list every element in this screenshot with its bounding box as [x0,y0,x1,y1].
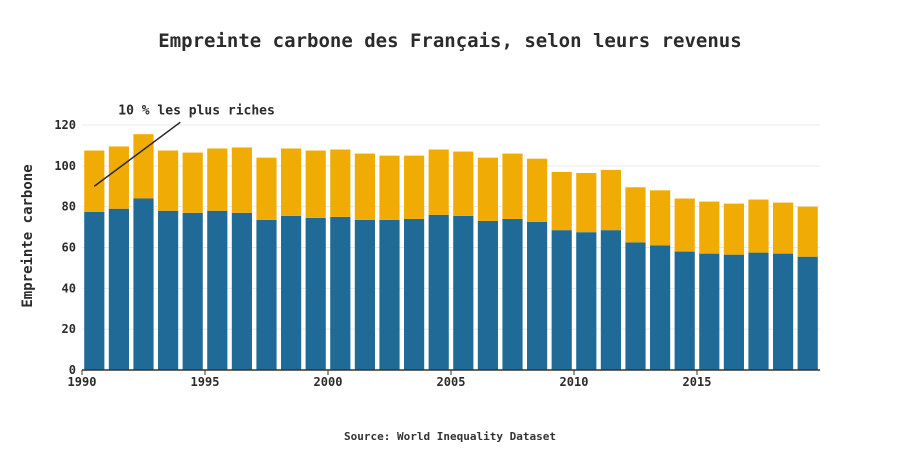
bar-bottom-90 [281,215,302,370]
bar-bottom-90 [354,219,375,370]
bar-bottom-90 [797,256,818,370]
bar-bottom-90 [699,253,720,370]
bar-top-10 [502,153,523,219]
chart-title: Empreinte carbone des Français, selon le… [158,30,742,52]
bar-bottom-90 [305,217,326,370]
bar-top-10 [773,202,794,254]
bar-top-10 [231,147,252,213]
y-tick-label: 40 [62,281,76,295]
bar-bottom-90 [625,242,646,370]
bar-top-10 [379,155,400,220]
bar-top-10 [551,171,572,231]
bar-bottom-90 [84,211,105,370]
source-note: Source: World Inequality Dataset [344,430,556,443]
bar-bottom-90 [600,230,621,370]
bar-top-10 [600,169,621,231]
bars [84,134,818,370]
bar-top-10 [281,148,302,216]
bar-bottom-90 [256,219,277,370]
bar-bottom-90 [404,218,425,370]
grid-lines [82,124,820,330]
bar-top-10 [527,158,548,222]
bar-bottom-90 [748,252,769,370]
y-tick-label: 0 [69,363,76,377]
bar-bottom-90 [108,208,129,370]
y-axis-label: Empreinte carbone [20,164,36,307]
bar-bottom-90 [133,198,154,370]
bar-top-10 [182,152,203,213]
bar-top-10 [84,150,105,212]
bar-bottom-90 [158,210,179,370]
bar-bottom-90 [207,210,228,370]
y-tick-label: 80 [62,200,76,214]
bar-top-10 [256,157,277,220]
bar-top-10 [699,201,720,254]
bar-top-10 [330,149,351,217]
bar-bottom-90 [182,212,203,370]
bar-top-10 [158,150,179,211]
bar-bottom-90 [231,212,252,370]
bar-bottom-90 [576,232,597,370]
x-tick-label: 2015 [683,375,712,389]
bar-top-10 [133,134,154,199]
bar-top-10 [305,150,326,218]
y-tick-label: 120 [54,118,76,132]
bar-bottom-90 [428,214,449,370]
axes [81,369,820,375]
bar-top-10 [108,146,129,209]
bar-bottom-90 [477,220,498,370]
bar-bottom-90 [379,219,400,370]
bar-top-10 [428,149,449,215]
annotation-text: 10 % les plus riches [118,103,275,118]
bar-top-10 [354,153,375,220]
y-tick-label: 100 [54,159,76,173]
x-tick-label: 2000 [314,375,343,389]
x-tick-label: 1990 [68,375,97,389]
bar-bottom-90 [453,215,474,370]
bar-bottom-90 [330,216,351,370]
x-tick-label: 2010 [560,375,589,389]
y-tick-label: 20 [62,322,76,336]
annotation: 10 % les plus riches [93,103,275,187]
bar-top-10 [404,155,425,219]
bar-top-10 [674,198,695,252]
y-tick-label: 60 [62,241,76,255]
x-tick-label: 2005 [437,375,466,389]
x-tick-label: 1995 [191,375,220,389]
bar-top-10 [453,151,474,216]
bar-bottom-90 [551,230,572,370]
bar-top-10 [477,157,498,221]
bar-top-10 [748,199,769,253]
annotation-line [93,121,181,187]
bar-top-10 [625,187,646,243]
bar-bottom-90 [650,245,671,370]
bar-bottom-90 [773,253,794,370]
bar-top-10 [723,203,744,255]
bar-top-10 [650,190,671,246]
bar-top-10 [576,172,597,233]
bar-bottom-90 [527,221,548,370]
bar-bottom-90 [674,251,695,370]
tick-labels: 0 20 40 60 80 100 120 1990 1995 2000 2005 2010 2015 [54,118,711,389]
bar-top-10 [207,148,228,211]
bar-bottom-90 [502,218,523,370]
bar-bottom-90 [723,254,744,370]
bar-top-10 [797,206,818,257]
